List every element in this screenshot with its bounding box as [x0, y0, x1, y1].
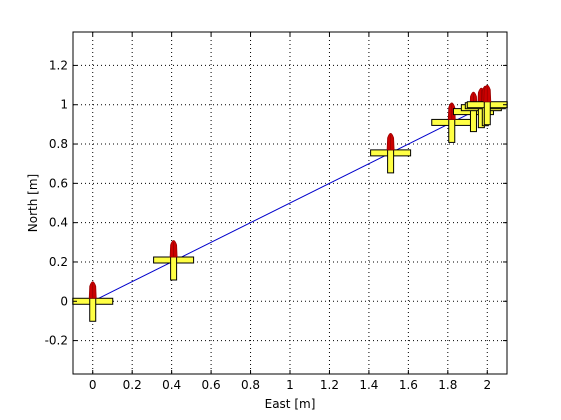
y-axis-label: North [m]: [26, 174, 40, 232]
grid-lines: [73, 32, 507, 374]
marker-stem: [89, 297, 97, 322]
vehicle-marker: [370, 132, 412, 174]
y-tick-label: -0.2: [45, 334, 68, 348]
marker-stem: [448, 118, 456, 143]
x-tick-label: 0.6: [202, 378, 221, 392]
axis-ticks: 0 0.2 0.4 0.6 0.8 1 1.2 1.4 1.6 1.8 2 -0.2 0 0.2 0.4 0.…: [45, 32, 507, 392]
marker-stem: [469, 108, 477, 133]
y-tick-label: 0.4: [49, 216, 68, 230]
x-tick-label: 1.2: [320, 378, 339, 392]
y-tick-label: 1: [60, 98, 68, 112]
vehicle-marker: [72, 281, 114, 322]
marker-stem: [170, 256, 178, 281]
marker-stem: [483, 101, 491, 126]
y-tick-label: 1.2: [49, 58, 68, 72]
x-tick-label: 1.8: [438, 378, 457, 392]
vehicle-marker: [431, 102, 473, 143]
x-tick-label: 1.4: [359, 378, 378, 392]
y-tick-label: 0: [60, 294, 68, 308]
x-tick-label: 0: [89, 378, 97, 392]
y-tick-label: 0.2: [49, 255, 68, 269]
y-tick-label: 0.6: [49, 176, 68, 190]
x-tick-label: 0.8: [241, 378, 260, 392]
x-tick-label: 1: [286, 378, 294, 392]
x-axis-label: East [m]: [265, 397, 316, 411]
x-tick-label: 2: [483, 378, 491, 392]
vehicle-marker: [466, 84, 508, 126]
x-tick-label: 1.6: [399, 378, 418, 392]
x-tick-label: 0.2: [123, 378, 142, 392]
marker-stem: [387, 149, 395, 174]
vehicle-markers: [72, 84, 508, 322]
x-tick-label: 0.4: [162, 378, 181, 392]
y-tick-label: 0.8: [49, 137, 68, 151]
vehicle-marker: [153, 240, 195, 281]
